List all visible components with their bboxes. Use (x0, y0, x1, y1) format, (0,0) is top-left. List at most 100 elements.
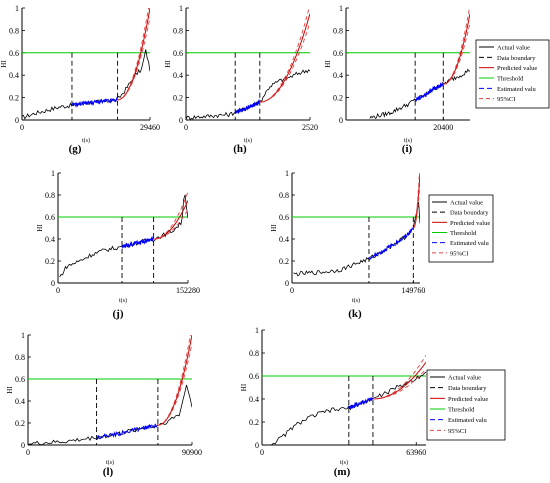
legend-entry: Actual value (497, 45, 530, 52)
y-axis-label: HI (164, 60, 172, 68)
ci-lower-series (117, 16, 150, 101)
y-tick-label: 0.8 (279, 191, 289, 200)
y-tick-label: 0.4 (279, 235, 289, 244)
legend-entry: Estimated valu (450, 240, 490, 247)
y-axis-label: HI (324, 60, 332, 68)
legend-entry: Threshold (497, 76, 524, 83)
x-tick-label: 20400 (433, 123, 453, 132)
chart-panel: 0 0.2 0.4 0.6 0.8 1 0 29460 HI t(s)(g) (0, 4, 160, 155)
y-tick-label: 0 (21, 441, 25, 450)
panels: 00.20.40.60.810 29460HIt(s)(g)00.20.40.60… (0, 4, 470, 478)
chart-panel: 0 0.2 0.4 0.6 0.8 1 0 2520 HI t(s)(h) (164, 4, 318, 155)
chart-panel: 0 0.2 0.4 0.6 0.8 1 0 149760 HI t(s) (k) (270, 169, 425, 320)
x-axis-label: t(s) (82, 137, 90, 144)
y-tick-label: 0.6 (15, 375, 25, 384)
y-tick-label: 0.4 (45, 235, 55, 244)
y-tick-label: 0 (15, 116, 19, 125)
y-tick-label: 0.2 (173, 94, 183, 103)
y-tick-label: 0.8 (173, 26, 183, 35)
x-axis-label: t(s) (352, 297, 360, 304)
x-tick-label: 0 (184, 123, 188, 132)
panel-label: (g) (69, 143, 82, 155)
y-tick-label: 1 (339, 4, 343, 13)
y-tick-label: 0.4 (333, 71, 343, 80)
panel-label: (l) (103, 466, 114, 478)
y-axis-label: HI (240, 383, 248, 391)
estimated-value-series (368, 227, 414, 261)
legend-entry: Predicted value (497, 65, 537, 72)
legend-box (426, 369, 506, 441)
y-tick-label: 0.4 (249, 395, 259, 404)
ci-lower-series (259, 22, 310, 103)
legend-entry: 95%CI (497, 96, 515, 103)
y-tick-label: 1 (15, 4, 19, 13)
actual-value-series (59, 194, 188, 278)
ci-lower-series (157, 343, 192, 426)
y-axis-label: HI (36, 224, 44, 232)
chart-panel: 0 0.2 0.4 0.6 0.8 1 20400 HI t(s)(i) (324, 4, 470, 155)
actual-value-series (186, 69, 310, 120)
x-tick-label: 0 (56, 286, 60, 295)
ci-lower-series (153, 209, 188, 240)
x-tick-label: 0 (20, 123, 24, 132)
legend-entry: Data boundary (448, 385, 487, 392)
ci-upper-series (153, 191, 188, 240)
estimated-value-series (234, 98, 261, 115)
y-tick-label: 0.6 (173, 49, 183, 58)
x-tick-label: 29460 (140, 123, 160, 132)
x-axis-label: t(s) (119, 297, 127, 304)
x-axis-label: t(s) (106, 459, 114, 466)
estimated-value-series (348, 397, 374, 410)
ci-lower-series (372, 368, 426, 400)
x-axis-label: t(s) (404, 137, 412, 144)
legend-entry: Actual value (450, 200, 483, 207)
y-axis-label: HI (0, 60, 8, 68)
x-axis-label: t(s) (340, 459, 348, 466)
y-tick-label: 1 (21, 331, 25, 340)
y-tick-label: 0 (51, 279, 55, 288)
y-tick-label: 0.6 (279, 213, 289, 222)
y-tick-label: 0.2 (333, 94, 343, 103)
legend-entry: Estimated valu (497, 86, 537, 93)
legend-entry: Predicted value (450, 220, 490, 227)
panel-label: (k) (348, 308, 362, 320)
predicted-value-series (443, 13, 470, 85)
predicted-value-series (117, 8, 150, 101)
estimated-value-series (71, 96, 118, 108)
y-tick-label: 0.6 (45, 213, 55, 222)
predicted-value-series (259, 13, 310, 103)
y-tick-label: 0.4 (9, 71, 19, 80)
legend-entry: Estimated valu (448, 417, 488, 424)
y-tick-label: 0.8 (333, 26, 343, 35)
x-tick-label: 0 (290, 286, 294, 295)
y-tick-label: 1 (51, 169, 55, 178)
predicted-value-series (153, 200, 188, 240)
y-tick-label: 0.8 (45, 191, 55, 200)
x-tick-label: 152280 (176, 286, 200, 295)
y-tick-label: 0.4 (15, 397, 25, 406)
ci-upper-series (259, 8, 310, 103)
legend-entry: Predicted value (448, 396, 488, 403)
y-tick-label: 0.4 (173, 71, 183, 80)
legend-entry: Data boundary (450, 210, 489, 217)
y-tick-label: 0.2 (279, 257, 289, 266)
x-tick-label: 90900 (182, 448, 202, 457)
legend: Actual value Data boundary Predicted value… (426, 369, 506, 441)
estimated-value-series (121, 235, 155, 250)
y-axis-label: HI (270, 224, 278, 232)
ci-upper-series (443, 8, 470, 85)
predicted-value-series (157, 335, 192, 426)
y-tick-label: 0 (285, 279, 289, 288)
estimated-value-series (96, 423, 159, 441)
x-axis-label: t(s) (244, 137, 252, 144)
panel-label: (m) (334, 466, 351, 478)
legend-entry: Threshold (450, 230, 477, 237)
actual-value-series (271, 371, 426, 445)
legend: Actual value Data boundary Predicted value… (475, 39, 550, 109)
ci-lower-series (443, 22, 470, 85)
legend-entry: Data boundary (497, 55, 536, 62)
y-tick-label: 0.2 (15, 419, 25, 428)
y-tick-label: 0.6 (333, 49, 343, 58)
legend-entry: Actual value (448, 375, 481, 382)
